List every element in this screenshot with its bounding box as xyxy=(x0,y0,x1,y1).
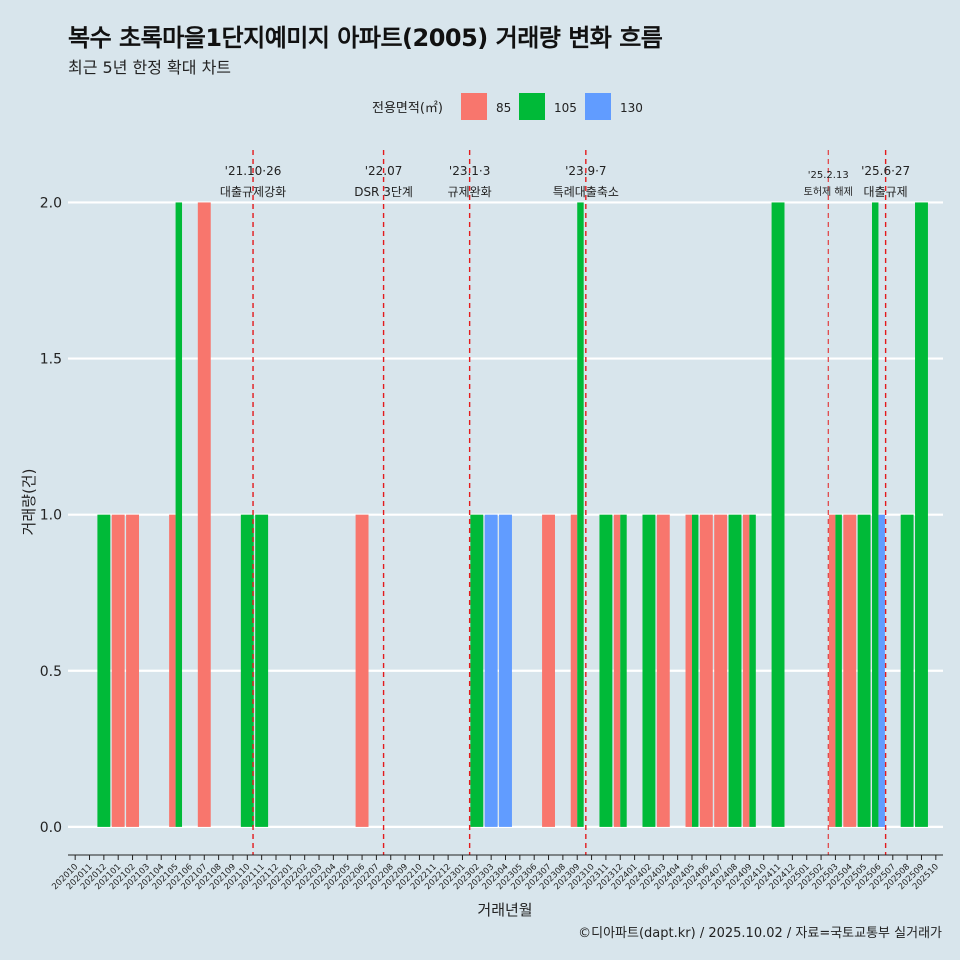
bar-105 xyxy=(642,514,656,827)
event-lines: '21.10·26 대출규제강화 '22.07 DSR 3단계 '23.1·3 규제완화 '… xyxy=(220,150,910,855)
chart-title: 복수 초록마을1단지예미지 아파트(2005) 거래량 변화 흐름 xyxy=(68,24,663,52)
y-tick-label: 2.0 xyxy=(40,195,62,211)
bar-85 xyxy=(699,514,713,827)
event-label: 토허제 해제 xyxy=(804,185,853,198)
bar-105 xyxy=(771,202,785,827)
x-axis-label: 거래년월 xyxy=(477,901,532,919)
y-tick-label: 1.5 xyxy=(40,352,62,368)
event-date: '21.10·26 xyxy=(225,164,282,178)
event-date: '25.2.13 xyxy=(808,170,849,181)
bar-130 xyxy=(878,514,885,827)
bar-105 xyxy=(728,514,742,827)
legend-title: 전용면적(㎡) xyxy=(372,101,443,116)
y-tick-label: 1.0 xyxy=(40,508,62,524)
bar-105 xyxy=(470,514,484,827)
bars xyxy=(97,202,928,827)
legend-label-130: 130 xyxy=(620,101,643,115)
bar-130 xyxy=(499,514,512,827)
bar-105 xyxy=(749,514,756,827)
event-date: '22.07 xyxy=(365,164,403,178)
bar-85 xyxy=(828,514,836,827)
y-tick-label: 0.5 xyxy=(40,664,62,680)
bar-85 xyxy=(570,514,578,827)
bar-85 xyxy=(169,514,176,827)
bar-105 xyxy=(599,514,613,827)
legend-label-105: 105 xyxy=(554,101,577,115)
y-axis-label: 거래량(건) xyxy=(20,469,38,536)
legend: 전용면적(㎡) 85 105 130 xyxy=(372,93,643,120)
bar-85 xyxy=(613,514,621,827)
event-date: '23.1·3 xyxy=(449,164,490,178)
chart-subtitle: 최근 5년 한정 확대 차트 xyxy=(68,58,232,77)
event-date: '23.9·7 xyxy=(565,164,606,178)
bar-85 xyxy=(542,514,555,827)
y-tick-label: 0.0 xyxy=(40,820,62,836)
bar-85 xyxy=(197,202,211,827)
bar-85 xyxy=(126,514,140,827)
legend-swatch-105 xyxy=(519,93,545,120)
bar-105 xyxy=(691,514,699,827)
bar-105 xyxy=(915,202,928,827)
event-label: 규제완화 xyxy=(448,185,492,199)
legend-swatch-85 xyxy=(461,93,487,120)
event-label: DSR 3단계 xyxy=(354,185,413,199)
bar-85 xyxy=(656,514,670,827)
event-label: 대출규제 xyxy=(864,185,908,199)
event-label: 특례대출축소 xyxy=(553,185,619,199)
bar-105 xyxy=(835,514,842,827)
bar-85 xyxy=(843,514,857,827)
event-date: '25.6·27 xyxy=(861,164,910,178)
bar-105 xyxy=(255,514,269,827)
legend-label-85: 85 xyxy=(496,101,511,115)
source-caption: ©디아파트(dapt.kr) / 2025.10.02 / 자료=국토교통부 실… xyxy=(578,926,942,941)
bar-85 xyxy=(111,514,125,827)
bar-105 xyxy=(175,202,183,827)
bar-105 xyxy=(577,202,584,827)
bar-105 xyxy=(857,514,871,827)
bar-105 xyxy=(240,514,254,827)
y-axis: 0.0 0.5 1.0 1.5 2.0 xyxy=(40,195,62,835)
bar-85 xyxy=(742,514,750,827)
bar-85 xyxy=(685,514,692,827)
bar-105 xyxy=(97,514,111,827)
bar-105 xyxy=(620,514,627,827)
x-axis: 2020102020112020122021012021022021032021… xyxy=(50,854,943,892)
bar-85 xyxy=(714,514,728,827)
bar-105 xyxy=(871,202,879,827)
event-label: 대출규제강화 xyxy=(220,185,286,199)
bar-105 xyxy=(900,514,914,827)
legend-swatch-130 xyxy=(585,93,611,120)
bar-85 xyxy=(355,514,369,827)
bar-130 xyxy=(484,514,498,827)
